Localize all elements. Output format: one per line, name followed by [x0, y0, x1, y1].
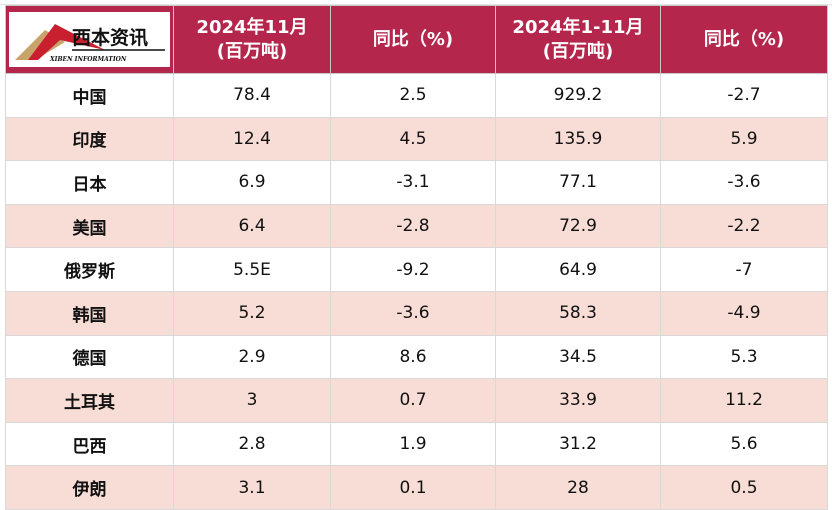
ytd-yoy-cell: -4.9: [660, 290, 828, 336]
table-row: 德国 2.9 8.6 34.5 5.3: [5, 334, 828, 380]
ytd-output-cell: 72.9: [495, 203, 661, 249]
ytd-yoy-cell: 0.5: [660, 465, 828, 510]
ytd-output-cell: 33.9: [495, 378, 661, 423]
ytd-yoy-cell: -2.7: [660, 73, 828, 118]
table-row: 印度 12.4 4.5 135.9 5.9: [5, 116, 828, 162]
country-cell: 印度: [5, 116, 174, 162]
nov-yoy-cell: -9.2: [330, 247, 496, 292]
col-header-ytd: 2024年1-11月 (百万吨): [495, 5, 661, 74]
ytd-output-cell: 34.5: [495, 334, 661, 380]
logo: 西本资讯 XIBEN INFORMATION: [9, 12, 170, 67]
ytd-yoy-cell: 5.9: [660, 116, 828, 162]
logo-cell: 西本资讯 XIBEN INFORMATION: [5, 5, 174, 74]
col-title: 2024年1-11月: [512, 16, 644, 38]
ytd-yoy-cell: -7: [660, 247, 828, 292]
country-cell: 巴西: [5, 421, 174, 467]
table-row: 巴西 2.8 1.9 31.2 5.6: [5, 421, 828, 467]
logo-subtext: XIBEN INFORMATION: [49, 56, 127, 63]
col-header-nov-yoy: 同比（%): [330, 5, 496, 74]
nov-output-cell: 3.1: [173, 465, 331, 510]
mountain-logo-icon: 西本资讯 XIBEN INFORMATION: [14, 24, 165, 63]
nov-output-cell: 2.9: [173, 334, 331, 380]
nov-yoy-cell: 1.9: [330, 421, 496, 467]
nov-yoy-cell: -2.8: [330, 203, 496, 249]
nov-yoy-cell: 4.5: [330, 116, 496, 162]
nov-yoy-cell: 2.5: [330, 73, 496, 118]
country-cell: 美国: [5, 203, 174, 249]
col-header-ytd-yoy: 同比（%): [660, 5, 828, 74]
nov-output-cell: 3: [173, 378, 331, 423]
col-header-nov: 2024年11月 (百万吨): [173, 5, 331, 74]
table-row: 土耳其 3 0.7 33.9 11.2: [5, 378, 828, 423]
country-cell: 土耳其: [5, 378, 174, 423]
table-row: 俄罗斯 5.5E -9.2 64.9 -7: [5, 247, 828, 292]
table-row: 美国 6.4 -2.8 72.9 -2.2: [5, 203, 828, 249]
country-cell: 德国: [5, 334, 174, 380]
ytd-output-cell: 28: [495, 465, 661, 510]
country-cell: 日本: [5, 160, 174, 205]
ytd-yoy-cell: 5.3: [660, 334, 828, 380]
ytd-output-cell: 64.9: [495, 247, 661, 292]
ytd-output-cell: 31.2: [495, 421, 661, 467]
country-cell: 中国: [5, 73, 174, 118]
nov-output-cell: 5.2: [173, 290, 331, 336]
nov-output-cell: 12.4: [173, 116, 331, 162]
nov-yoy-cell: 8.6: [330, 334, 496, 380]
logo-text: 西本资讯: [72, 26, 148, 49]
ytd-yoy-cell: -3.6: [660, 160, 828, 205]
nov-output-cell: 6.4: [173, 203, 331, 249]
ytd-output-cell: 929.2: [495, 73, 661, 118]
col-unit: (百万吨): [542, 40, 614, 62]
nov-output-cell: 6.9: [173, 160, 331, 205]
nov-yoy-cell: 0.1: [330, 465, 496, 510]
nov-output-cell: 78.4: [173, 73, 331, 118]
country-cell: 俄罗斯: [5, 247, 174, 292]
col-title: 2024年11月: [196, 16, 308, 38]
col-unit: (百万吨): [216, 40, 288, 62]
nov-yoy-cell: 0.7: [330, 378, 496, 423]
ytd-yoy-cell: 5.6: [660, 421, 828, 467]
country-cell: 伊朗: [5, 465, 174, 510]
ytd-yoy-cell: 11.2: [660, 378, 828, 423]
table-row: 日本 6.9 -3.1 77.1 -3.6: [5, 160, 828, 205]
header-row: 西本资讯 XIBEN INFORMATION 2024年11月 (百万吨) 同比（…: [5, 5, 828, 74]
nov-output-cell: 5.5E: [173, 247, 331, 292]
ytd-output-cell: 58.3: [495, 290, 661, 336]
table-row: 伊朗 3.1 0.1 28 0.5: [5, 465, 828, 510]
nov-output-cell: 2.8: [173, 421, 331, 467]
table-row: 韩国 5.2 -3.6 58.3 -4.9: [5, 290, 828, 336]
nov-yoy-cell: -3.1: [330, 160, 496, 205]
steel-output-table: 西本资讯 XIBEN INFORMATION 2024年11月 (百万吨) 同比（…: [5, 5, 828, 510]
ytd-output-cell: 135.9: [495, 116, 661, 162]
table-row: 中国 78.4 2.5 929.2 -2.7: [5, 73, 828, 118]
ytd-yoy-cell: -2.2: [660, 203, 828, 249]
country-cell: 韩国: [5, 290, 174, 336]
ytd-output-cell: 77.1: [495, 160, 661, 205]
nov-yoy-cell: -3.6: [330, 290, 496, 336]
